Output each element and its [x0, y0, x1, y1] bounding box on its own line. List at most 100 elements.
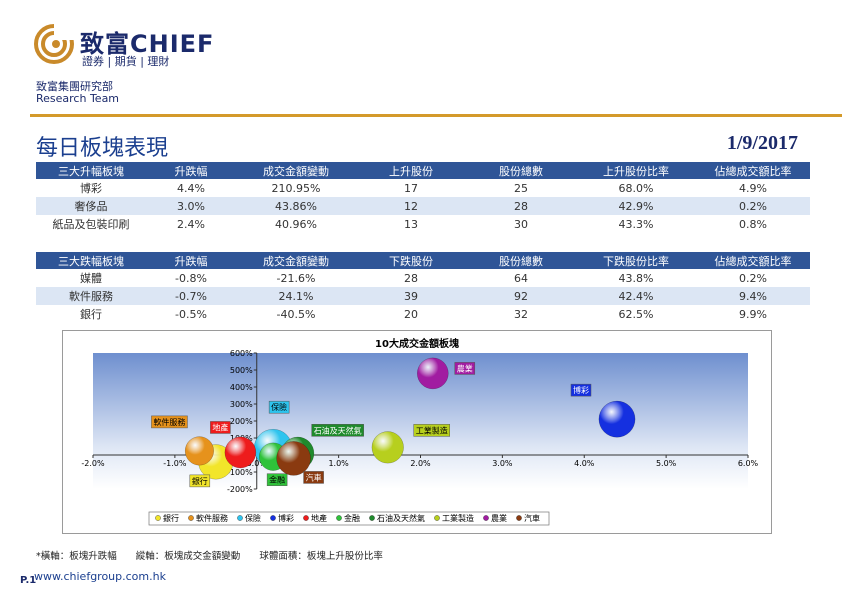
x-tick-label: 6.0%	[738, 459, 759, 468]
legend-marker	[516, 515, 522, 521]
legend-item-label: 農業	[491, 513, 507, 523]
table-cell: 博彩	[80, 182, 102, 195]
legend-marker	[155, 515, 161, 521]
legend-item-label: 金融	[344, 513, 360, 523]
table-cell: 24.1%	[236, 287, 356, 305]
page-number: P.1	[20, 575, 37, 586]
y-tick-label: -100%	[227, 468, 253, 477]
column-header: 股份總數	[466, 162, 576, 179]
table-cell: 39	[356, 287, 466, 305]
footnote-x-axis: *橫軸：板塊升跌幅	[36, 551, 117, 562]
brand-tagline: 證券 | 期貨 | 理財	[82, 55, 170, 68]
table-cell: 40.96%	[275, 217, 317, 231]
y-tick-label: 600%	[230, 349, 253, 358]
table-cell: -40.5%	[276, 307, 316, 321]
legend-item-label: 地產	[311, 513, 327, 523]
x-tick-label: 5.0%	[656, 459, 677, 468]
y-tick-label: 400%	[230, 383, 253, 392]
column-header: 佔總成交額比率	[696, 162, 810, 179]
bubble-9	[276, 441, 311, 476]
column-header: 成交金額變動	[236, 162, 356, 179]
table-cell: 2.4%	[177, 217, 205, 231]
table-cell: 9.9%	[739, 307, 767, 321]
y-tick-label: 300%	[230, 400, 253, 409]
department-label: 致富集團研究部	[36, 80, 113, 93]
y-tick-label: -200%	[227, 485, 253, 494]
table-cell: 28	[404, 271, 418, 285]
bubble-4	[224, 436, 257, 469]
legend-item-label: 工業製造	[442, 513, 474, 523]
table-header-row: 三大升幅板塊 升跌幅 成交金額變動 上升股份 股份總數 上升股份比率 佔總成交額…	[36, 162, 810, 179]
footnote-y-axis: 縱軸：板塊成交金額變動	[135, 551, 241, 562]
table-cell: 42.4%	[576, 287, 696, 305]
bubble-label: 軟件服務	[153, 417, 185, 427]
bubble-label-box	[151, 415, 188, 429]
x-tick-label: -2.0%	[81, 459, 105, 468]
sector-bubble-chart: 10大成交金額板塊 -2.0% -1.0% 0.0% 1.0% 2.0% 3.0% 4.0%…	[62, 330, 772, 534]
legend-marker	[303, 515, 309, 521]
website-link[interactable]: www.chiefgroup.com.hk	[34, 570, 166, 583]
bubble-1	[184, 436, 214, 466]
column-header: 成交金額變動	[236, 252, 356, 269]
table-cell: 3.0%	[146, 197, 236, 215]
table-cell: 64	[514, 271, 528, 285]
legend-marker	[336, 515, 342, 521]
bubble-label: 博彩	[573, 385, 589, 395]
legend-marker	[188, 515, 194, 521]
table-cell: 奢侈品	[36, 197, 146, 215]
table-cell: 0.2%	[739, 271, 767, 285]
table-row: 銀行 -0.5% -40.5% 20 32 62.5% 9.9%	[36, 305, 810, 323]
table-cell: -0.8%	[175, 271, 207, 285]
table-cell: 43.86%	[236, 197, 356, 215]
legend-item-label: 博彩	[278, 513, 294, 523]
table-cell: 9.4%	[696, 287, 810, 305]
table-cell: 12	[356, 197, 466, 215]
table-cell: 43.3%	[618, 217, 654, 231]
table-cell: 68.0%	[618, 181, 654, 195]
table-cell: 17	[404, 181, 418, 195]
table-cell: 62.5%	[618, 307, 654, 321]
table-cell: 紙品及包裝印刷	[52, 218, 130, 231]
table-cell: 32	[514, 307, 528, 321]
column-header: 三大跌幅板塊	[36, 252, 146, 269]
bubble-label: 銀行	[192, 476, 208, 486]
legend-marker	[369, 515, 375, 521]
legend-marker	[270, 515, 276, 521]
bubble-label: 汽車	[306, 472, 322, 482]
page-title: 每日板塊表現	[36, 136, 169, 161]
legend-item-label: 保險	[245, 513, 261, 523]
table-cell: 13	[404, 217, 418, 231]
column-header: 上升股份比率	[576, 162, 696, 179]
table-cell: 4.4%	[177, 181, 205, 195]
bubble-label-box	[311, 424, 364, 437]
table-row: 紙品及包裝印刷 2.4% 40.96% 13 30 43.3% 0.8%	[36, 215, 810, 233]
table-cell: 軟件服務	[36, 287, 146, 305]
bubble-label-box	[266, 473, 288, 486]
column-header: 下跌股份	[356, 252, 466, 269]
legend-item-label: 軟件服務	[196, 513, 228, 523]
bubble-label: 保險	[271, 402, 287, 412]
table-row: 奢侈品 3.0% 43.86% 12 28 42.9% 0.2%	[36, 197, 810, 215]
table-cell: 25	[514, 181, 528, 195]
chief-swirl-icon	[34, 24, 74, 64]
bubble-label-box	[210, 421, 231, 434]
table-cell: 92	[466, 287, 576, 305]
bubble-label-box	[189, 474, 211, 488]
header-divider	[30, 114, 842, 117]
column-header: 升跌幅	[146, 162, 236, 179]
bubble-label: 石油及天然氣	[314, 425, 362, 435]
report-date: 1/9/2017	[726, 132, 798, 154]
table-cell: 210.95%	[271, 181, 321, 195]
legend-marker	[237, 515, 243, 521]
table-cell: 42.9%	[576, 197, 696, 215]
y-tick-label: 200%	[230, 417, 253, 426]
x-tick-label: 2.0%	[410, 459, 431, 468]
column-header: 升跌幅	[146, 252, 236, 269]
table-cell: 0.2%	[696, 197, 810, 215]
bubble-label-box	[413, 424, 450, 437]
brand-name: 致富CHIEF	[80, 30, 215, 58]
bubble-label-box	[570, 383, 592, 397]
bubble-chart-svg: 10大成交金額板塊 -2.0% -1.0% 0.0% 1.0% 2.0% 3.0% 4.0%…	[81, 337, 759, 526]
footnote-bubble-area: 球體面積：板塊上升股份比率	[259, 551, 383, 562]
x-tick-label: 1.0%	[328, 459, 349, 468]
